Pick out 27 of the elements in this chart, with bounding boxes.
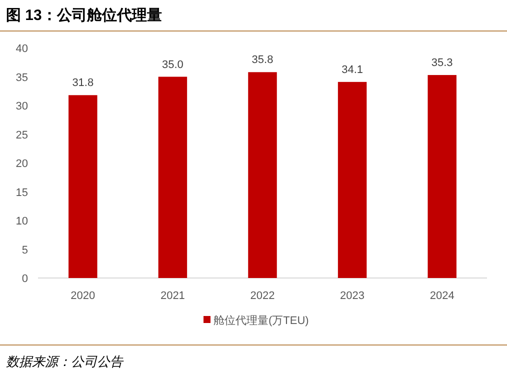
x-tick-label: 2021 [160, 290, 185, 302]
x-tick-label: 2023 [340, 290, 365, 302]
y-tick-label: 5 [22, 244, 28, 256]
y-tick-label: 35 [16, 72, 28, 84]
y-tick-label: 10 [16, 216, 28, 228]
text: 35.3 [431, 57, 453, 70]
y-tick-label: 25 [16, 129, 28, 142]
y-tick-label: 0 [22, 273, 28, 285]
bar [248, 72, 277, 278]
text: 35.8 [252, 54, 274, 66]
y-tick-label: 20 [16, 158, 28, 170]
title: 图 13：公司舱位代理量 [6, 7, 162, 24]
bar [68, 95, 98, 278]
x-tick-label: 2020 [70, 290, 96, 302]
text: 31.8 [72, 77, 94, 90]
x-tick-label: 2024 [430, 290, 454, 302]
bar [428, 75, 456, 278]
text: 35.0 [162, 58, 184, 71]
legend-label: 舱位代理量(万TEU) [214, 315, 309, 327]
bar [338, 82, 367, 278]
source-note: 数据来源：公司公告 [6, 354, 124, 369]
y-tick-label: 40 [16, 43, 28, 55]
bar [158, 76, 188, 278]
x-tick-label: 2022 [250, 290, 275, 302]
text: 34.1 [342, 64, 364, 76]
y-tick-label: 30 [16, 100, 28, 112]
y-tick-label: 15 [16, 186, 28, 199]
